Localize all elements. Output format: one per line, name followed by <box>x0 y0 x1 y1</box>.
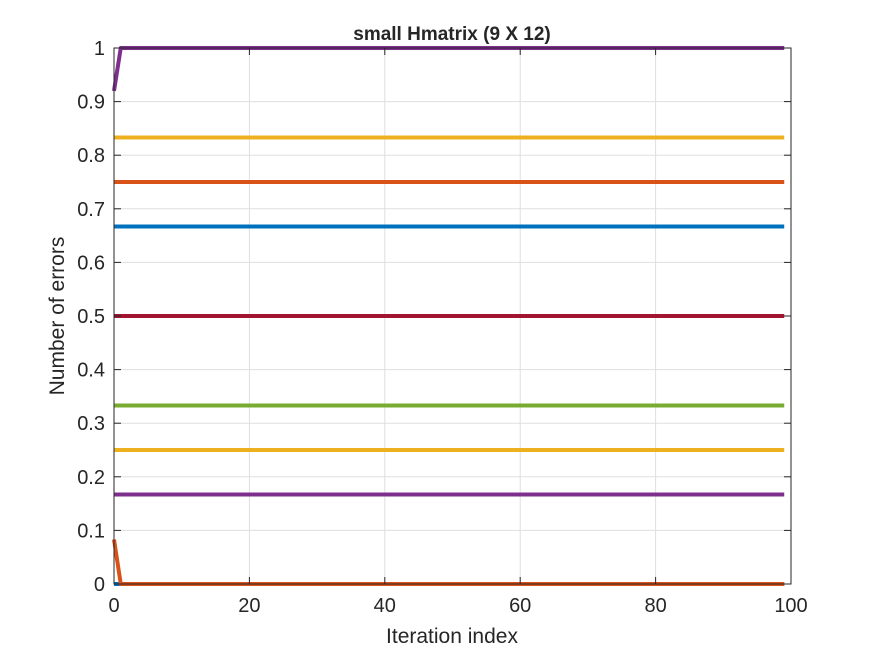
y-tick-label: 0.9 <box>77 92 105 114</box>
series-line <box>112 539 785 586</box>
y-tick-label: 0.4 <box>77 360 105 382</box>
series-lines <box>112 46 785 586</box>
chart-title: small Hmatrix (9 X 12) <box>353 24 550 45</box>
x-tick-label: 40 <box>374 595 396 617</box>
y-tick-label: 0 <box>94 574 105 596</box>
axis-ticks <box>113 47 792 585</box>
y-axis-label: Number of errors <box>46 237 69 396</box>
x-tick-labels: 0 20 40 60 80 100 <box>108 595 807 617</box>
x-tick-label: 100 <box>774 595 807 617</box>
y-tick-label: 0.3 <box>77 413 105 435</box>
y-tick-label: 0.8 <box>77 145 105 167</box>
x-tick-label: 60 <box>509 595 531 617</box>
y-tick-label: 0.2 <box>77 467 105 489</box>
series-line <box>112 46 785 92</box>
y-tick-label: 0.6 <box>77 252 105 274</box>
y-tick-label: 1 <box>94 38 105 60</box>
y-tick-label: 0.7 <box>77 199 105 221</box>
y-tick-label: 0.5 <box>77 306 105 328</box>
x-tick-label: 80 <box>644 595 666 617</box>
y-tick-labels: 0 0.1 0.2 0.3 0.4 0.5 0.6 0.7 0.8 0.9 1 <box>77 38 105 596</box>
x-axis-label: Iteration index <box>386 625 518 648</box>
y-tick-label: 0.1 <box>77 520 105 542</box>
x-tick-label: 20 <box>238 595 260 617</box>
x-tick-label: 0 <box>108 595 119 617</box>
